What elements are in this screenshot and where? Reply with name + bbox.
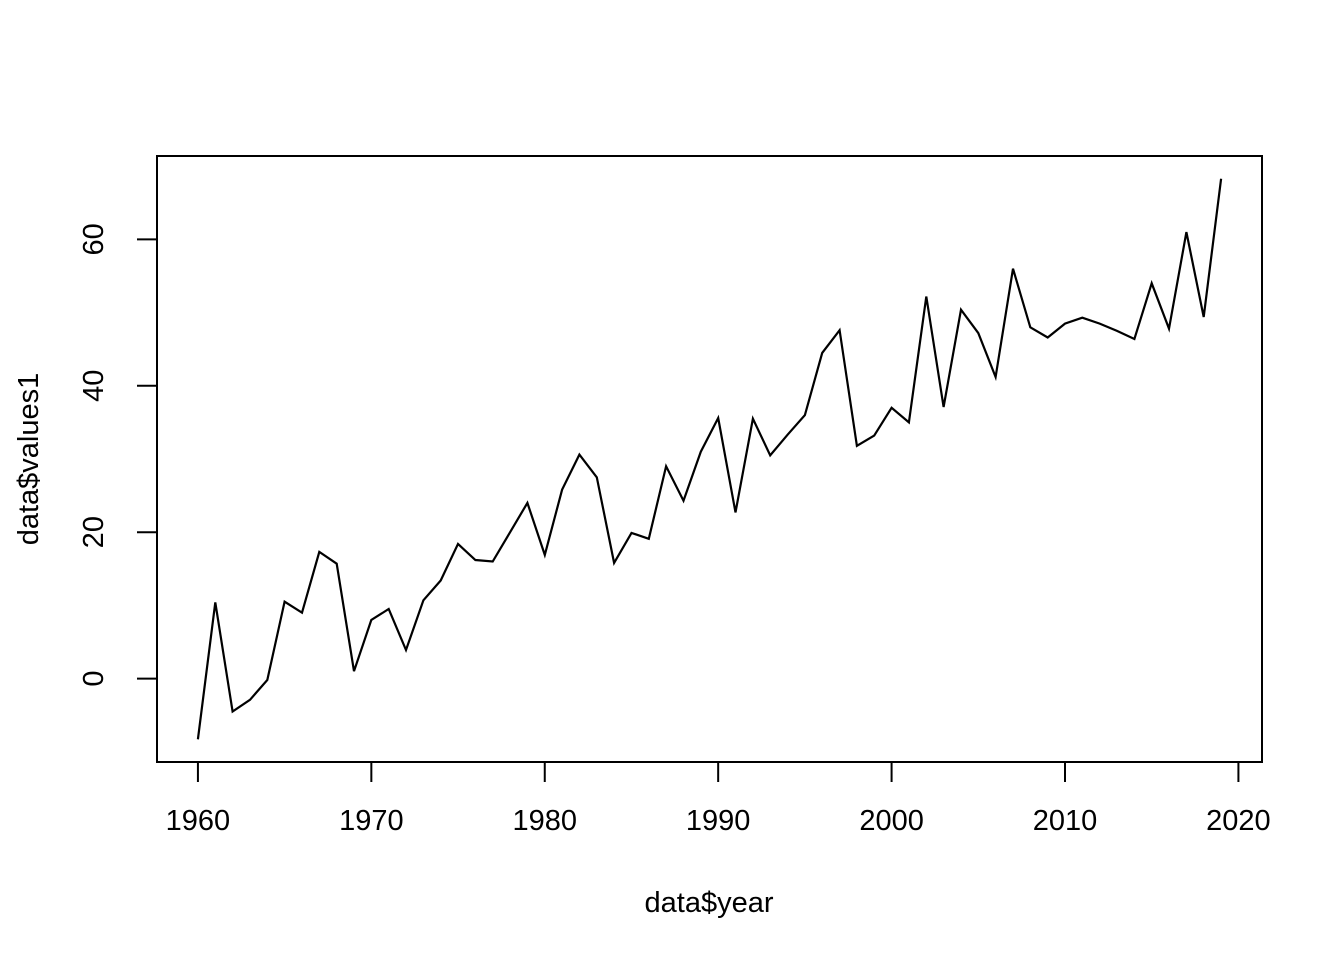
y-axis-label: data$values1 [13,373,45,546]
x-tick-label: 1980 [512,805,577,837]
plot-area: 1960 1970 1980 1990 2000 2010 2020 0 20 40 60 [78,155,1271,837]
y-tick-label: 60 [78,223,110,255]
plot-box [156,155,1263,763]
x-tick-label: 1990 [686,805,751,837]
x-tick-label: 2010 [1033,805,1098,837]
data-line-series [196,178,1223,740]
x-tick-label: 2020 [1206,805,1271,837]
y-tick-label: 40 [78,370,110,402]
x-tick-label: 2000 [859,805,924,837]
x-axis-label: data$year [645,887,774,919]
y-tick-label: 0 [78,670,110,686]
y-tick-label: 20 [78,516,110,548]
x-tick-label: 1970 [339,805,404,837]
x-tick-label: 1960 [166,805,231,837]
